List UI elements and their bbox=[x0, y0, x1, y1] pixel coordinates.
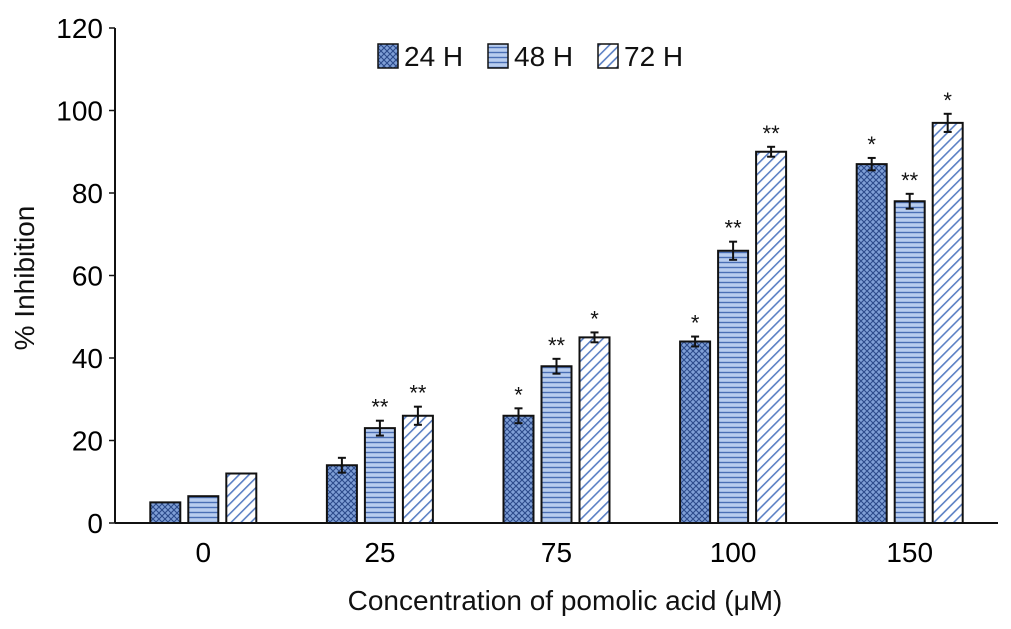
y-tick-label: 100 bbox=[56, 96, 103, 127]
error-bar bbox=[375, 419, 384, 437]
bar-48h-0 bbox=[187, 495, 220, 524]
error-bar bbox=[905, 192, 914, 210]
significance-label: * bbox=[691, 311, 700, 336]
error-bar bbox=[691, 335, 700, 348]
y-tick-label: 80 bbox=[72, 178, 103, 209]
bars bbox=[149, 121, 964, 524]
significance-label: ** bbox=[371, 395, 389, 420]
error-bar bbox=[943, 112, 952, 133]
x-axis-title: Concentration of pomolic acid (μM) bbox=[348, 585, 783, 616]
significance-label: ** bbox=[409, 381, 427, 406]
legend-item: 48 H bbox=[487, 41, 573, 72]
significance-label: * bbox=[590, 306, 599, 331]
bar-72h-150 bbox=[931, 121, 964, 524]
x-tick-label: 150 bbox=[886, 537, 933, 568]
y-axis-ticks: 0 20 40 60 80 100 120 bbox=[56, 13, 115, 539]
significance-label: ** bbox=[901, 168, 919, 193]
error-bar bbox=[867, 156, 876, 172]
bar-24h-150 bbox=[855, 163, 888, 524]
x-axis-ticks: 0 25 75 100 150 bbox=[196, 537, 934, 568]
significance-label: ** bbox=[725, 216, 743, 241]
bar-48h-150 bbox=[893, 200, 926, 524]
y-tick-label: 120 bbox=[56, 13, 103, 44]
error-bar bbox=[413, 405, 422, 426]
x-tick-label: 0 bbox=[196, 537, 212, 568]
legend-label: 72 H bbox=[624, 41, 683, 72]
legend-swatch bbox=[377, 43, 399, 69]
significance-label: * bbox=[867, 132, 876, 157]
y-axis-title: % Inhibition bbox=[9, 206, 40, 351]
legend-item: 24 H bbox=[377, 41, 463, 72]
bar-72h-0 bbox=[225, 472, 258, 524]
bar-72h-75 bbox=[578, 336, 611, 524]
legend-item: 72 H bbox=[597, 41, 683, 72]
y-tick-label: 20 bbox=[72, 426, 103, 457]
y-tick-label: 0 bbox=[87, 508, 103, 539]
significance-marks: ***************** bbox=[371, 88, 952, 420]
y-tick-label: 40 bbox=[72, 343, 103, 374]
error-bar bbox=[767, 145, 776, 158]
x-tick-label: 25 bbox=[364, 537, 395, 568]
error-bar bbox=[729, 240, 738, 261]
legend: 24 H 48 H 72 H bbox=[377, 41, 683, 72]
significance-label: ** bbox=[548, 333, 566, 358]
bar-72h-100 bbox=[755, 150, 788, 524]
bar-48h-25 bbox=[363, 427, 396, 524]
error-bar bbox=[590, 331, 599, 344]
bar-48h-75 bbox=[540, 365, 573, 524]
bar-24h-25 bbox=[325, 464, 358, 524]
bar-24h-0 bbox=[149, 501, 182, 524]
legend-swatch bbox=[487, 43, 509, 69]
bar-48h-100 bbox=[717, 249, 750, 524]
significance-label: * bbox=[943, 88, 952, 113]
significance-label: * bbox=[514, 382, 523, 407]
bar-24h-75 bbox=[502, 414, 535, 524]
legend-swatch bbox=[597, 43, 619, 69]
legend-label: 24 H bbox=[404, 41, 463, 72]
x-tick-label: 100 bbox=[710, 537, 757, 568]
error-bar bbox=[514, 407, 523, 425]
bar-72h-25 bbox=[401, 414, 434, 524]
y-tick-label: 60 bbox=[72, 261, 103, 292]
error-bar bbox=[337, 456, 346, 474]
error-bars bbox=[337, 112, 952, 474]
bar-24h-100 bbox=[679, 340, 712, 524]
error-bar bbox=[552, 357, 561, 375]
legend-label: 48 H bbox=[514, 41, 573, 72]
x-tick-label: 75 bbox=[541, 537, 572, 568]
significance-label: ** bbox=[763, 121, 781, 146]
